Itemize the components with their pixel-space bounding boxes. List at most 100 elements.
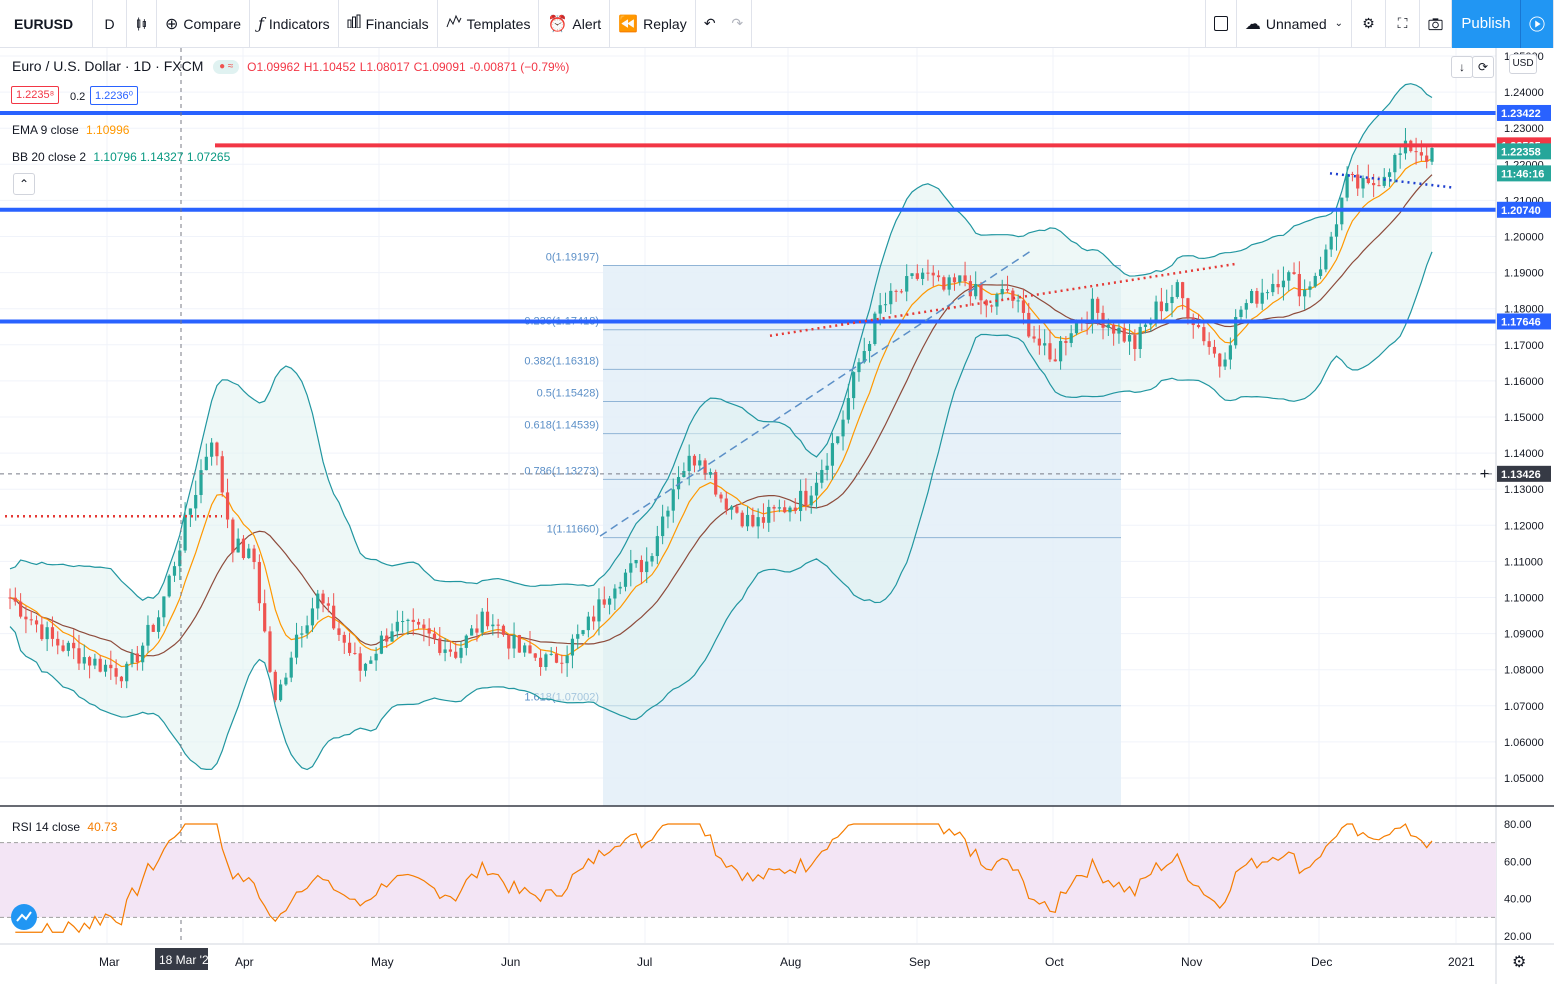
candle-body [576, 634, 580, 639]
candle-body [586, 616, 590, 631]
layout-name-button[interactable]: ☁ Unnamed ⌄ [1237, 0, 1352, 48]
cloud-icon: ☁ [1244, 15, 1261, 33]
fx-icon: ƒ [258, 14, 264, 33]
templates-icon [446, 14, 462, 33]
time-axis-label: Dec [1311, 955, 1332, 969]
price-axis-label: 1.20000 [1504, 232, 1544, 244]
tradingview-logo-icon[interactable] [11, 904, 37, 930]
candle-body [353, 652, 357, 654]
candle-body [257, 562, 261, 604]
candle-body [1016, 300, 1020, 302]
price-chart-canvas[interactable]: 0(1.19197)0.236(1.17418)0.382(1.16318)0.… [0, 48, 1554, 984]
candle-body [592, 616, 596, 622]
candle-body [1096, 298, 1100, 313]
candle-body [708, 472, 712, 475]
time-axis-label: May [371, 955, 394, 969]
candle-body [528, 645, 532, 654]
candle-body [1074, 321, 1079, 334]
candle-body [29, 619, 33, 621]
play-arrow-icon[interactable] [1520, 0, 1554, 48]
candle-body [273, 671, 277, 701]
candle-body [1133, 335, 1137, 350]
fib-trend-dashed-line[interactable] [599, 249, 1033, 537]
candle-body [692, 455, 697, 466]
candle-body [1382, 176, 1386, 186]
bb-lower-value: 1.07265 [186, 150, 231, 164]
price-tag-blue-top-bg [1497, 104, 1551, 121]
price-axis-label: 1.17000 [1504, 340, 1544, 352]
fullscreen-icon[interactable]: ⛶ [1386, 0, 1420, 48]
candle-body [942, 277, 946, 290]
candle-body [952, 277, 957, 283]
dotted-trendline-red[interactable] [769, 262, 1239, 338]
candle-body [846, 398, 850, 420]
refresh-icon[interactable]: ⟳ [1472, 56, 1494, 78]
price-tag-blue-mid-bg [1497, 201, 1551, 218]
candle-body [730, 506, 734, 510]
candle-body [629, 563, 633, 573]
financials-label: Financials [365, 15, 429, 32]
fib-level-label: 0.618(1.14539) [524, 420, 599, 432]
time-axis-label: Apr [235, 955, 254, 969]
candle-body [427, 628, 431, 634]
layout-checkbox[interactable] [1204, 0, 1237, 48]
redo-icon[interactable]: ↷ [724, 0, 752, 48]
bb-legend[interactable]: BB 20 close 2 1.10796 1.14327 1.07265 [12, 150, 230, 164]
publish-button[interactable]: Publish [1452, 0, 1520, 48]
buy-price-button[interactable]: 1.2236⁰ [90, 86, 139, 105]
candle-body [936, 275, 941, 278]
price-tag-last: 1.22358 [1501, 146, 1541, 158]
candle-body [645, 561, 649, 573]
candle-body [363, 663, 368, 671]
candle-body [416, 621, 421, 625]
alert-button[interactable]: ⏰ Alert [539, 0, 611, 48]
candle-body [984, 300, 988, 306]
candle-body [1366, 178, 1370, 184]
candle-body [390, 631, 394, 642]
candle-body [358, 653, 362, 671]
candle-body [1419, 152, 1423, 156]
templates-button[interactable]: Templates [438, 0, 540, 48]
candle-body [974, 284, 978, 297]
candle-body [926, 272, 930, 274]
candle-body [210, 442, 214, 457]
indicators-button[interactable]: ƒ Indicators [250, 0, 339, 48]
chevron-down-icon: ⌄ [1334, 18, 1343, 29]
replay-button[interactable]: ⏪ Replay [610, 0, 696, 48]
candle-body [1069, 333, 1073, 343]
price-axis-label: 1.09000 [1504, 629, 1544, 641]
candle-body [347, 642, 352, 653]
price-axis-label: 1.11000 [1504, 556, 1543, 568]
candle-body [1329, 236, 1333, 250]
low-value: L1.08017 [359, 60, 410, 74]
sell-price-button[interactable]: 1.2235⁸ [11, 86, 60, 104]
candle-body [857, 362, 861, 373]
symbol-search-button[interactable]: EURUSD [0, 0, 93, 48]
scale-settings-gear-icon[interactable]: ⚙ [1512, 954, 1527, 971]
financials-button[interactable]: Financials [339, 0, 438, 48]
candles-icon[interactable] [127, 0, 157, 48]
candle-body [1000, 289, 1004, 295]
interval-button[interactable]: D [93, 0, 127, 48]
camera-icon[interactable] [1420, 0, 1452, 48]
compare-button[interactable]: ⊕ Compare [157, 0, 250, 48]
candle-body [162, 596, 166, 618]
currency-button[interactable]: USD [1509, 54, 1537, 74]
candle-body [93, 658, 97, 666]
candle-body [485, 611, 490, 627]
ohlc-high: H1.10452 [304, 60, 356, 74]
ema-legend[interactable]: EMA 9 close 1.10996 [12, 123, 129, 137]
candle-body [141, 645, 145, 663]
collapse-legend-button[interactable]: ⌃ [13, 173, 35, 195]
download-icon[interactable]: ↓ [1451, 56, 1473, 78]
candle-body [825, 465, 829, 470]
candle-body [905, 276, 909, 292]
rsi-legend[interactable]: RSI 14 close 40.73 [12, 820, 117, 834]
market-status-icon[interactable]: ● ≈ [213, 60, 240, 75]
chart-area[interactable]: 0(1.19197)0.236(1.17418)0.382(1.16318)0.… [0, 48, 1554, 984]
undo-icon[interactable]: ↶ [703, 15, 716, 31]
price-axis-label: 1.23000 [1504, 123, 1544, 135]
price-tag-blue-low: 1.17646 [1501, 316, 1541, 328]
candle-body [1027, 312, 1031, 337]
settings-gear-icon[interactable]: ⚙ [1352, 0, 1386, 48]
